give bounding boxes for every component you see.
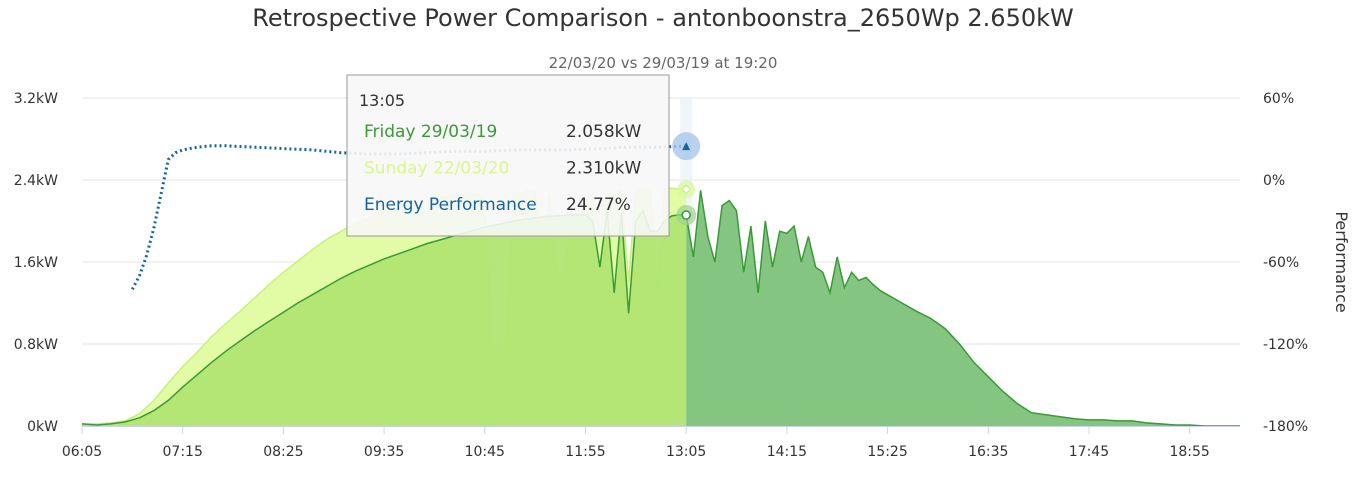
x-tick-label: 18:55 — [1169, 444, 1209, 460]
x-tick-label: 14:15 — [767, 444, 807, 460]
friday-area-after-hover — [686, 190, 1240, 426]
tooltip-rows: Friday 29/03/19 2.058kW Sunday 22/03/20 2.3… — [364, 122, 642, 215]
tooltip-row-value: 2.310kW — [566, 159, 642, 179]
hover-markers — [672, 132, 701, 226]
right-axis-title: Performance — [1332, 211, 1351, 312]
performance-line — [130, 144, 687, 291]
chart-title: Retrospective Power Comparison - antonbo… — [252, 4, 1074, 32]
friday-area-before-hover — [82, 210, 687, 426]
x-tick-label: 10:45 — [465, 444, 505, 460]
y-left-tick-label: 1.6kW — [14, 255, 58, 271]
tooltip-row-label: Sunday 22/03/20 — [364, 159, 509, 179]
y-left-tick-label: 2.4kW — [14, 173, 58, 189]
y-right-tick-label: -120% — [1263, 337, 1308, 353]
x-tick-label: 09:35 — [364, 444, 404, 460]
tooltip-time: 13:05 — [359, 91, 405, 110]
x-tick-label: 11:55 — [565, 444, 605, 460]
y-right-tick-label: 0% — [1263, 173, 1285, 189]
tooltip-box — [346, 74, 670, 237]
x-tick-label: 17:45 — [1069, 444, 1109, 460]
y-left-tick-label: 0kW — [27, 419, 58, 435]
y-left-tick-label: 0.8kW — [14, 337, 58, 353]
y-right-tick-label: -60% — [1263, 255, 1299, 271]
tooltip-row-value: 2.058kW — [566, 122, 642, 142]
chart-subtitle: 22/03/20 vs 29/03/19 at 19:20 — [549, 54, 778, 72]
x-tick-label: 06:05 — [62, 444, 102, 460]
y-right-tick-label: -180% — [1263, 419, 1308, 435]
sunday-hover-marker — [681, 184, 691, 194]
x-tick-label: 15:25 — [867, 444, 907, 460]
axes: 0kW 0.8kW 1.6kW 2.4kW 3.2kW -180% -120% -60% 0% 6… — [14, 91, 1308, 460]
series-energy-performance — [130, 144, 687, 291]
tooltip-row-label: Energy Performance — [364, 195, 537, 215]
tooltip-row-value: 24.77% — [566, 195, 631, 215]
x-tick-label: 08:25 — [263, 444, 303, 460]
tooltip: 13:05 Friday 29/03/19 2.058kW Sunday 22/03… — [346, 74, 670, 237]
y-right-tick-label: 60% — [1263, 91, 1294, 107]
y-left-tick-label: 3.2kW — [14, 91, 58, 107]
x-tick-label: 13:05 — [666, 444, 706, 460]
performance-hover-marker — [682, 142, 691, 151]
friday-hover-marker — [681, 210, 691, 220]
x-tick-label: 16:35 — [968, 444, 1008, 460]
x-tick-label: 07:15 — [163, 444, 203, 460]
tooltip-row-label: Friday 29/03/19 — [364, 122, 497, 142]
series-friday — [81, 190, 1240, 427]
friday-line — [81, 190, 1240, 427]
